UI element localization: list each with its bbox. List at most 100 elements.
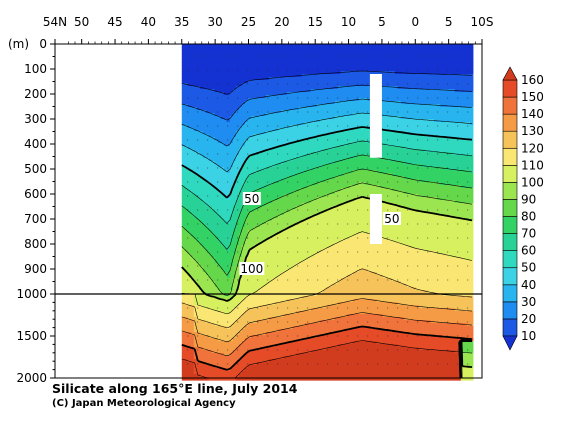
field-cell [301, 317, 306, 321]
field-cell [268, 302, 273, 306]
field-cell [238, 44, 243, 48]
field-cell [289, 143, 294, 147]
field-cell [268, 119, 273, 123]
field-cell [184, 305, 189, 309]
field-cell [208, 284, 213, 288]
field-cell [292, 203, 297, 207]
field-cell [280, 203, 285, 207]
field-cell [217, 248, 222, 252]
field-cell [298, 281, 303, 285]
field-cell [256, 98, 261, 102]
field-cell [193, 77, 198, 81]
field-cell [232, 212, 237, 216]
field-cell [256, 332, 261, 336]
field-cell [235, 260, 240, 264]
field-cell [259, 305, 264, 309]
field-cell [247, 104, 252, 108]
field-cell [286, 161, 291, 165]
field-cell [253, 80, 258, 84]
field-cell [241, 299, 246, 303]
field-cell [220, 251, 225, 255]
field-cell [214, 170, 219, 174]
field-cell [289, 269, 294, 273]
field-cell [280, 263, 285, 267]
field-cell [214, 86, 219, 90]
field-cell [241, 104, 246, 108]
field-cell [223, 317, 228, 321]
field-cell [181, 140, 186, 144]
field-cell [202, 98, 207, 102]
field-cell [259, 206, 264, 210]
field-cell [217, 158, 222, 162]
field-cell [274, 77, 279, 81]
field-cell [265, 65, 270, 69]
field-cell [181, 332, 186, 336]
field-cell [241, 65, 246, 69]
field-cell [301, 362, 306, 366]
field-cell [247, 305, 252, 309]
field-cell [283, 356, 288, 360]
field-cell [196, 230, 201, 234]
field-cell [265, 83, 270, 87]
field-cell [244, 77, 249, 81]
field-cell [238, 59, 243, 63]
field-cell [223, 230, 228, 234]
field-cell [268, 65, 273, 69]
field-cell [202, 101, 207, 105]
field-cell [259, 281, 264, 285]
field-cell [220, 71, 225, 75]
field-cell [205, 59, 210, 63]
field-cell [196, 212, 201, 216]
field-cell [253, 113, 258, 117]
field-cell [304, 104, 309, 108]
field-cell [262, 128, 267, 132]
field-cell [211, 278, 216, 282]
field-cell [190, 290, 195, 294]
field-cell [250, 167, 255, 171]
field-cell [199, 203, 204, 207]
field-cell [202, 353, 207, 357]
field-cell [250, 170, 255, 174]
field-cell [256, 335, 261, 339]
field-cell [202, 161, 207, 165]
field-cell [244, 242, 249, 246]
field-cell [235, 182, 240, 186]
field-cell [217, 107, 222, 111]
field-cell [247, 92, 252, 96]
field-cell [301, 236, 306, 240]
field-cell [274, 356, 279, 360]
field-cell [220, 122, 225, 126]
field-cell [184, 209, 189, 213]
field-cell [271, 341, 276, 345]
field-cell [283, 155, 288, 159]
field-cell [205, 74, 210, 78]
field-cell [187, 374, 192, 378]
field-cell [217, 203, 222, 207]
field-cell [214, 200, 219, 204]
field-cell [196, 314, 201, 318]
field-cell [283, 185, 288, 189]
field-cell [214, 194, 219, 198]
field-cell [220, 239, 225, 243]
field-cell [193, 248, 198, 252]
field-cell [274, 278, 279, 282]
field-cell [217, 53, 222, 57]
field-cell [187, 326, 192, 330]
field-cell [199, 242, 204, 246]
field-cell [295, 191, 300, 195]
field-cell [187, 194, 192, 198]
field-cell [241, 329, 246, 333]
field-cell [211, 299, 216, 303]
field-cell [280, 317, 285, 321]
field-cell [196, 122, 201, 126]
field-cell [259, 353, 264, 357]
field-cell [298, 236, 303, 240]
field-cell [295, 200, 300, 204]
field-cell [202, 104, 207, 108]
field-cell [283, 215, 288, 219]
field-cell [193, 293, 198, 297]
field-cell [211, 272, 216, 276]
field-cell [277, 314, 282, 318]
field-cell [181, 206, 186, 210]
field-cell [250, 89, 255, 93]
